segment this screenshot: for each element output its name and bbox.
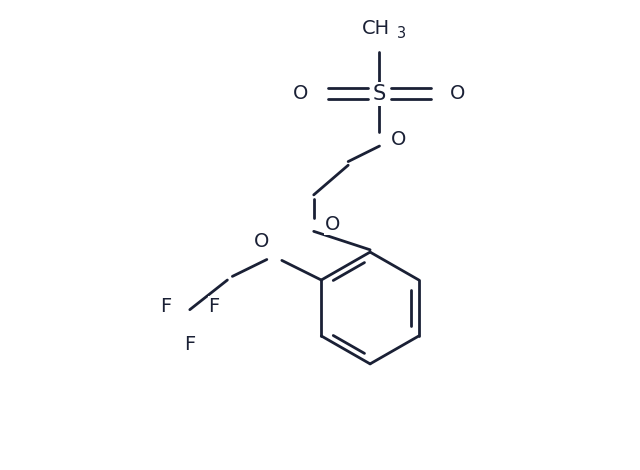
Text: F: F (160, 297, 171, 315)
Text: F: F (184, 335, 195, 354)
Text: O: O (254, 232, 269, 251)
Text: O: O (325, 215, 340, 234)
Text: F: F (209, 297, 220, 315)
Text: O: O (293, 84, 308, 103)
Text: CH: CH (362, 19, 390, 38)
Text: O: O (391, 130, 406, 149)
Text: O: O (450, 84, 466, 103)
Text: S: S (373, 84, 386, 103)
Text: 3: 3 (397, 26, 406, 41)
